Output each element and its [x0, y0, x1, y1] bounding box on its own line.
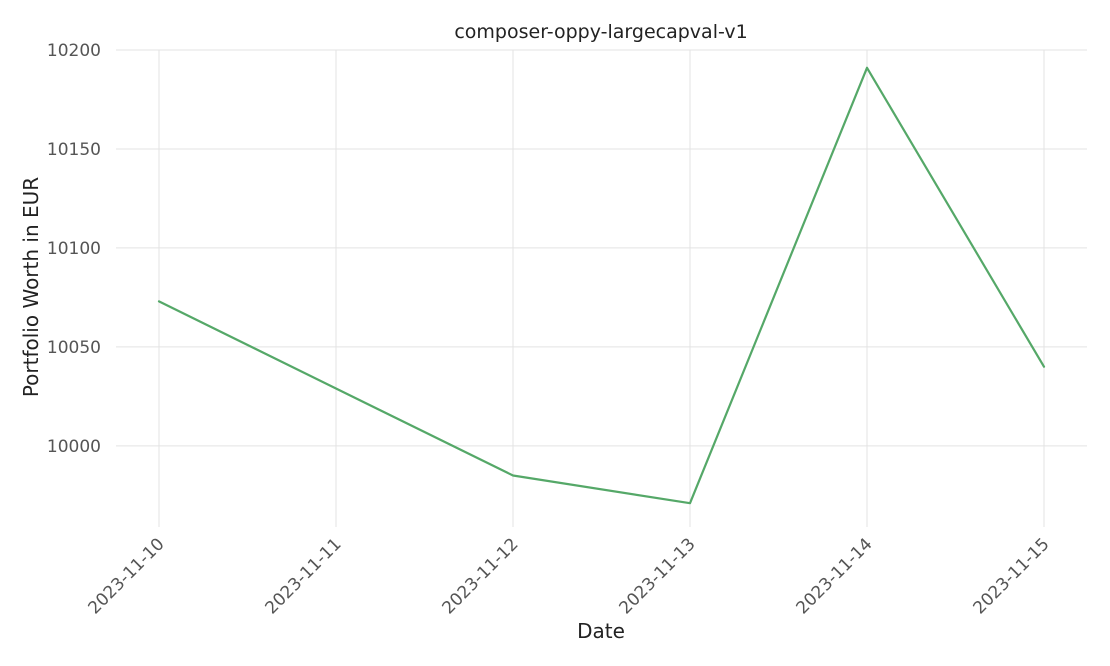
- data-point: [158, 300, 160, 303]
- x-tick-label: 2023-11-12: [439, 534, 523, 618]
- x-tick-label: 2023-11-14: [793, 534, 877, 618]
- series-line: [157, 66, 1046, 505]
- data-point: [1043, 365, 1045, 368]
- y-tick-label: 10000: [47, 437, 101, 457]
- data-point: [512, 474, 514, 477]
- x-axis-label: Date: [577, 619, 625, 643]
- chart-title: composer-oppy-largecapval-v1: [454, 21, 747, 43]
- data-point: [866, 67, 868, 69]
- series-group: [157, 66, 1046, 505]
- x-tick-label: 2023-11-13: [616, 534, 700, 618]
- y-axis-label: Portfolio Worth in EUR: [19, 177, 43, 397]
- x-tick-label: 2023-11-15: [970, 534, 1054, 618]
- data-point: [689, 502, 691, 505]
- data-point: [335, 387, 337, 390]
- y-tick-label: 10100: [47, 239, 101, 259]
- x-tick-label: 2023-11-10: [85, 534, 169, 618]
- y-tick-label: 10150: [47, 140, 101, 160]
- y-axis-ticks: 10000 10050 10100 10150 10200: [47, 41, 101, 457]
- x-tick-label: 2023-11-11: [262, 534, 346, 618]
- grid-lines: [116, 49, 1087, 527]
- x-axis-ticks: 2023-11-10 2023-11-11 2023-11-12 2023-11-13…: [85, 534, 1054, 618]
- y-tick-label: 10200: [47, 41, 101, 61]
- y-tick-label: 10050: [47, 338, 101, 358]
